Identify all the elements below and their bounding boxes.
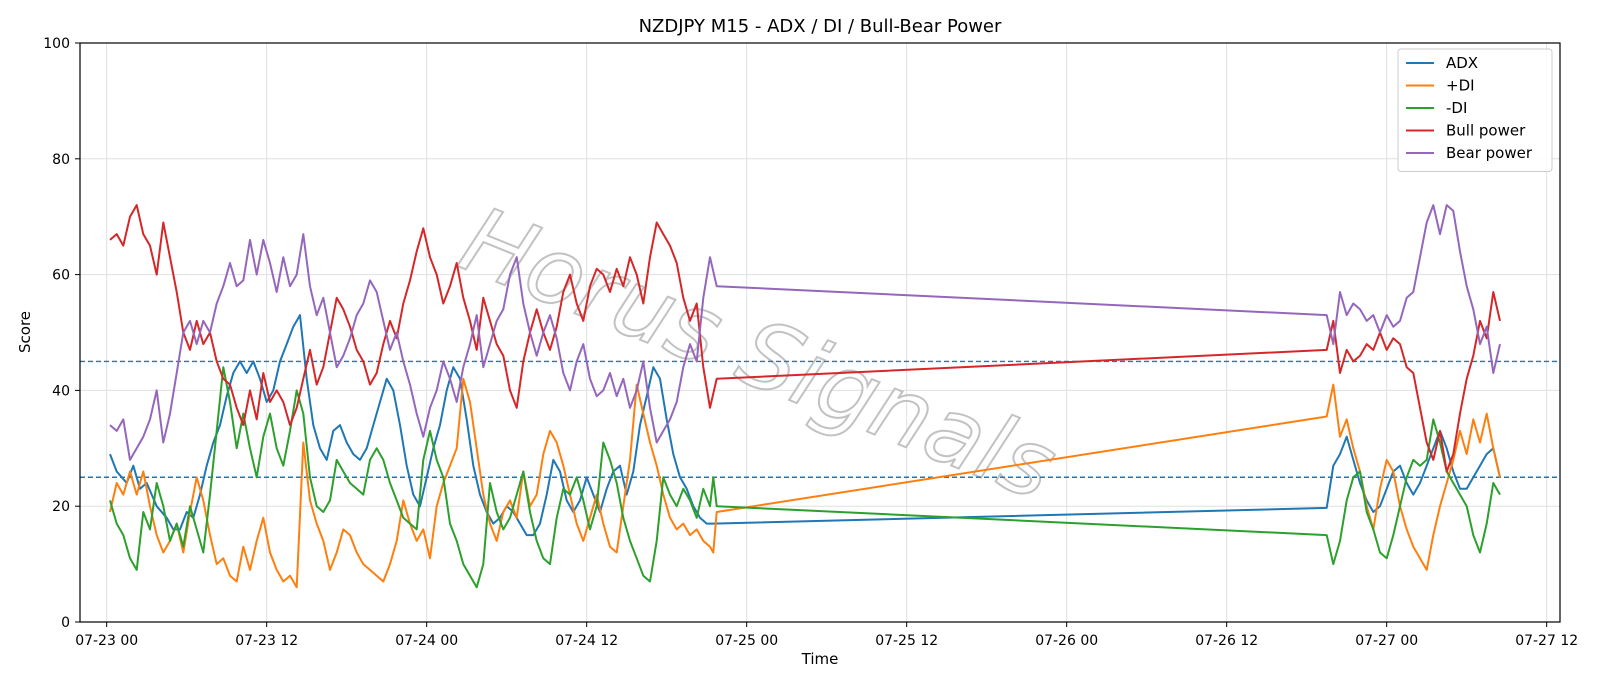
series-layer [109,204,1501,589]
legend: ADX +DI -DI Bull power Bear power [1397,48,1553,172]
x-axis: 07-23 00 07-23 12 07-24 00 07-24 12 07-25 00… [75,622,1578,649]
y-tick-label: 20 [52,499,70,515]
x-tick-label: 07-26 12 [1195,633,1258,649]
y-axis: 0 20 40 60 80 100 [43,36,80,631]
plot-frame [79,42,1561,623]
x-axis-title: Time [801,650,839,668]
x-tick-label: 07-24 00 [395,633,458,649]
series-line-bear-power [109,204,1501,461]
x-tick-label: 07-27 12 [1515,633,1578,649]
x-tick-label: 07-27 00 [1355,633,1418,649]
x-tick-label: 07-24 12 [555,633,618,649]
y-tick-label: 0 [61,615,70,631]
x-tick-label: 07-23 12 [235,633,298,649]
x-tick-label: 07-25 00 [715,633,778,649]
legend-label: ADX [1446,54,1478,72]
series-line-di [109,377,1501,589]
y-tick-label: 80 [52,152,70,168]
legend-label: -DI [1446,99,1467,117]
y-tick-label: 40 [52,383,70,399]
series-line-di [109,366,1501,589]
legend-label: Bear power [1446,144,1533,162]
reference-lines [80,360,1560,478]
legend-box [1397,48,1553,172]
x-tick-label: 07-25 12 [875,633,938,649]
y-tick-label: 60 [52,268,70,284]
chart-title: NZDJPY M15 - ADX / DI / Bull-Bear Power [639,16,1002,37]
series-line-bull-power [109,204,1501,473]
legend-label: Bull power [1446,122,1526,140]
legend-label: +DI [1446,77,1475,95]
y-axis-title: Score [16,311,34,353]
x-tick-label: 07-23 00 [75,633,138,649]
y-tick-label: 100 [43,36,70,52]
x-tick-label: 07-26 00 [1035,633,1098,649]
